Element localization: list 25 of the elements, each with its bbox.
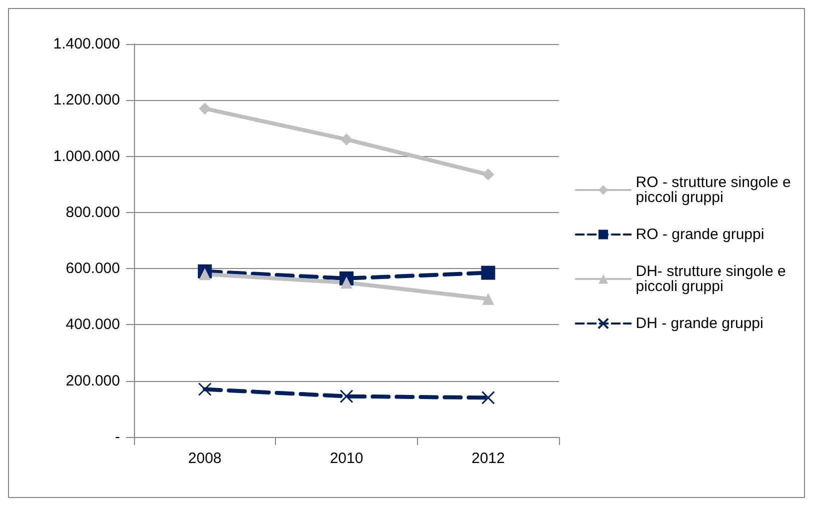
x-tick-label: 2008 <box>188 450 222 467</box>
x-tick-label: 2012 <box>471 450 505 467</box>
point <box>340 390 354 404</box>
y-tick-label: 1.400.000 <box>53 36 120 52</box>
x-tick-label: 2010 <box>330 450 364 467</box>
point <box>198 268 211 280</box>
y-tick-label: 1.000.000 <box>53 148 120 165</box>
legend-label: DH - grande gruppi <box>636 315 764 332</box>
y-tick-label: 200.000 <box>66 372 120 390</box>
y-tick-label: - <box>115 428 120 446</box>
point <box>481 390 495 404</box>
point <box>481 266 496 280</box>
point <box>482 168 494 181</box>
point <box>198 382 212 396</box>
y-tick-label: 1.200.000 <box>53 92 120 109</box>
legend-label: RO - grande gruppi <box>636 226 764 243</box>
y-tick-label: 800.000 <box>66 204 120 221</box>
legend-label: DH- strutture singole e piccoli gruppi <box>636 263 790 295</box>
y-tick-label: 400.000 <box>66 316 120 334</box>
point <box>198 102 211 115</box>
y-tick-label: 600.000 <box>66 260 120 278</box>
point <box>340 276 352 289</box>
point <box>340 133 352 146</box>
point <box>482 292 494 305</box>
legend-label: RO - strutture singole e piccoli gruppi <box>636 174 796 206</box>
